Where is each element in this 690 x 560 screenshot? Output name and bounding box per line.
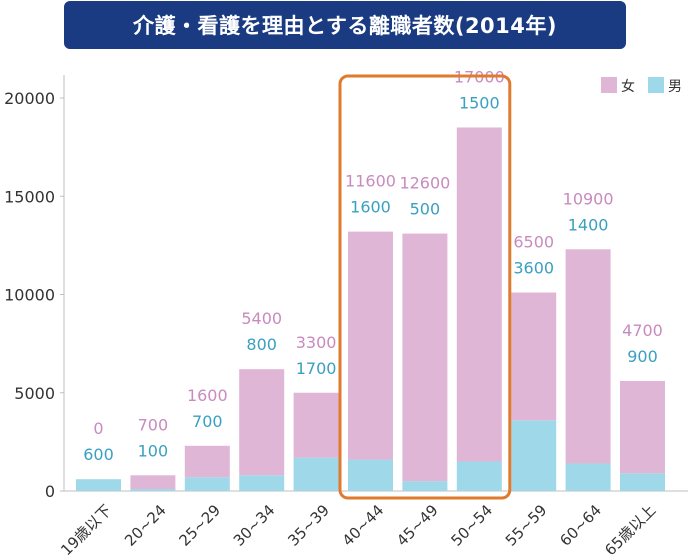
bar-segment-male <box>456 461 502 491</box>
y-tick-label: 20000 <box>4 89 55 108</box>
data-label-female: 6500 <box>513 233 554 252</box>
data-label-female: 11600 <box>345 172 396 191</box>
data-label-male: 800 <box>246 335 277 354</box>
x-tick-label: 20~24 <box>121 501 170 550</box>
bar-segment-male <box>130 489 176 491</box>
bar-segment-female <box>348 231 393 460</box>
data-label-female: 3300 <box>296 333 337 352</box>
data-label-female: 10900 <box>563 189 614 208</box>
bar-segment-female <box>402 233 448 482</box>
bar-segment-male <box>620 473 665 491</box>
bar-segment-male <box>565 463 611 491</box>
x-tick-label: 35~39 <box>284 501 333 550</box>
bar-segment-male <box>184 477 230 491</box>
x-tick-label: 40~44 <box>339 501 388 550</box>
data-label-female: 700 <box>138 415 169 434</box>
bar-segment-female <box>620 380 665 474</box>
data-label-female: 1600 <box>187 386 228 405</box>
y-tick-label: 5000 <box>14 384 55 403</box>
x-tick-label: 50~54 <box>448 501 497 550</box>
x-tick-label: 30~34 <box>230 501 279 550</box>
data-label-female: 4700 <box>622 321 663 340</box>
bar-segment-male <box>348 459 393 491</box>
x-tick-label: 19歳以下 <box>57 501 115 559</box>
y-tick-label: 0 <box>45 482 55 501</box>
bar-segment-female <box>293 392 339 458</box>
data-label-male: 1600 <box>350 198 391 217</box>
data-label-male: 700 <box>192 412 223 431</box>
highlight-box <box>338 74 512 500</box>
legend-label-female: 女 <box>621 78 635 95</box>
bar-segment-male <box>293 457 339 491</box>
x-tick-label: 55~59 <box>502 501 551 550</box>
bar-segment-male <box>239 475 285 491</box>
data-label-male: 600 <box>83 445 114 464</box>
data-label-male: 100 <box>138 441 169 460</box>
data-label-male: 900 <box>627 347 658 366</box>
data-label-male: 500 <box>410 200 441 219</box>
bar-segment-female <box>130 475 176 490</box>
data-label-female: 5400 <box>241 309 282 328</box>
x-tick-label: 65歳以上 <box>601 501 659 559</box>
data-label-male: 1700 <box>296 359 337 378</box>
bar-segment-male <box>402 481 448 491</box>
chart-title-bar: 介護・看護を理由とする離職者数(2014年) <box>64 1 626 49</box>
bar-segment-female <box>456 127 502 462</box>
bar-segment-female <box>511 292 557 421</box>
data-label-female: 0 <box>93 419 103 438</box>
data-label-female: 12600 <box>399 174 450 193</box>
x-tick-label: 45~49 <box>393 501 442 550</box>
chart-title: 介護・看護を理由とする離職者数(2014年) <box>132 14 557 38</box>
data-label-male: 1400 <box>568 215 609 234</box>
legend-swatch-male <box>648 77 664 93</box>
bar-segment-female <box>565 249 611 464</box>
bar-segment-male <box>76 479 121 491</box>
legend-label-male: 男 <box>668 79 682 95</box>
x-tick-label: 25~29 <box>176 501 225 550</box>
bar-segment-male <box>511 420 557 491</box>
data-label-male: 3600 <box>513 259 554 278</box>
data-label-male: 1500 <box>459 93 500 112</box>
bar-segment-female <box>184 445 230 478</box>
x-tick-label: 60~64 <box>556 501 605 550</box>
bar-segment-female <box>239 369 285 476</box>
y-tick-label: 10000 <box>4 286 55 305</box>
y-tick-label: 15000 <box>4 187 55 206</box>
legend-swatch-female <box>601 77 617 93</box>
